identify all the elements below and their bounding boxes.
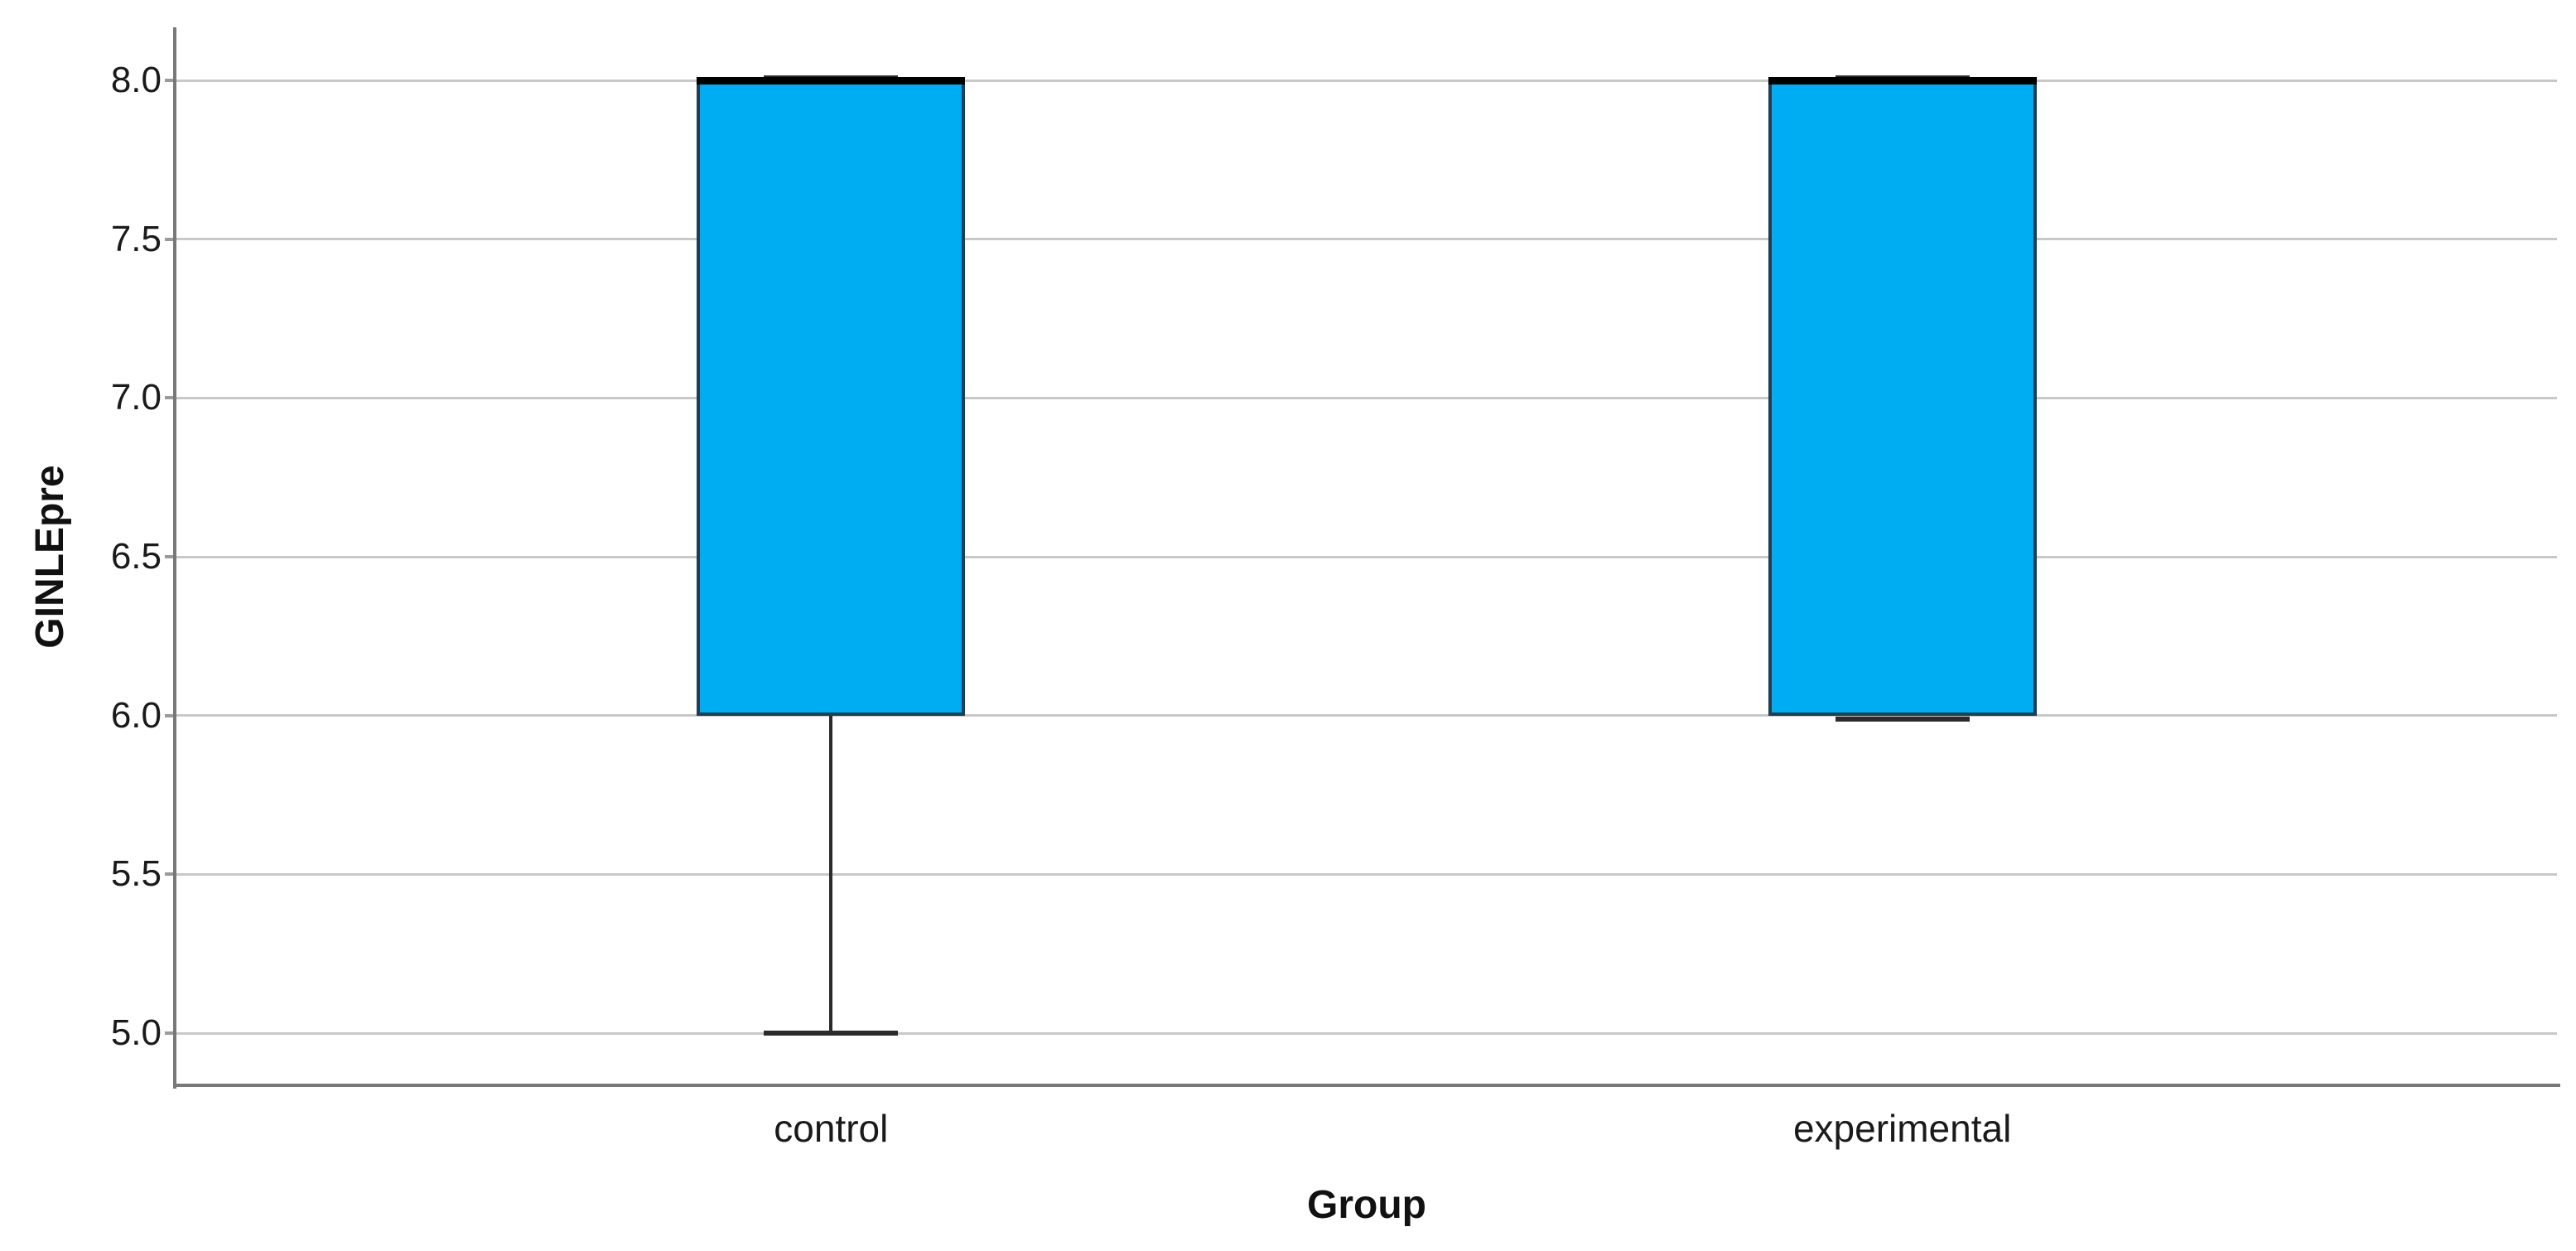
x-category-label: control xyxy=(774,1107,889,1150)
y-axis-line xyxy=(173,27,176,1089)
y-tick-label: 5.0 xyxy=(110,1012,162,1054)
y-gridline xyxy=(176,555,2557,558)
y-tick-mark xyxy=(165,237,175,241)
median-line xyxy=(1768,76,2037,85)
y-tick-mark xyxy=(165,1031,175,1036)
y-tick-label: 6.5 xyxy=(110,536,162,577)
y-tick-mark xyxy=(165,555,175,559)
y-tick-mark xyxy=(165,79,175,83)
median-line xyxy=(697,76,966,85)
y-gridline xyxy=(176,396,2557,399)
y-gridline xyxy=(176,1031,2557,1035)
y-tick-mark xyxy=(165,713,175,717)
y-tick-label: 6.0 xyxy=(110,694,162,736)
x-category-label: experimental xyxy=(1792,1107,2012,1150)
whisker-line xyxy=(829,715,833,1034)
whisker-cap xyxy=(1835,716,1970,722)
y-gridline xyxy=(176,714,2557,717)
y-tick-label: 7.0 xyxy=(110,377,162,418)
y-tick-mark xyxy=(165,396,175,400)
x-axis-line xyxy=(173,1084,2560,1087)
whisker-cap xyxy=(764,1031,899,1036)
boxplot-box xyxy=(1768,80,2037,716)
y-gridline xyxy=(176,872,2557,876)
y-tick-label: 8.0 xyxy=(110,60,162,101)
x-axis-title: Group xyxy=(1307,1183,1426,1227)
y-gridline xyxy=(176,238,2557,241)
y-tick-label: 7.5 xyxy=(110,218,162,259)
boxplot-box xyxy=(697,80,966,716)
y-axis-title: GINLEpre xyxy=(28,465,72,649)
y-tick-label: 5.5 xyxy=(110,853,162,895)
y-tick-mark xyxy=(165,872,175,877)
y-gridline xyxy=(176,79,2557,82)
